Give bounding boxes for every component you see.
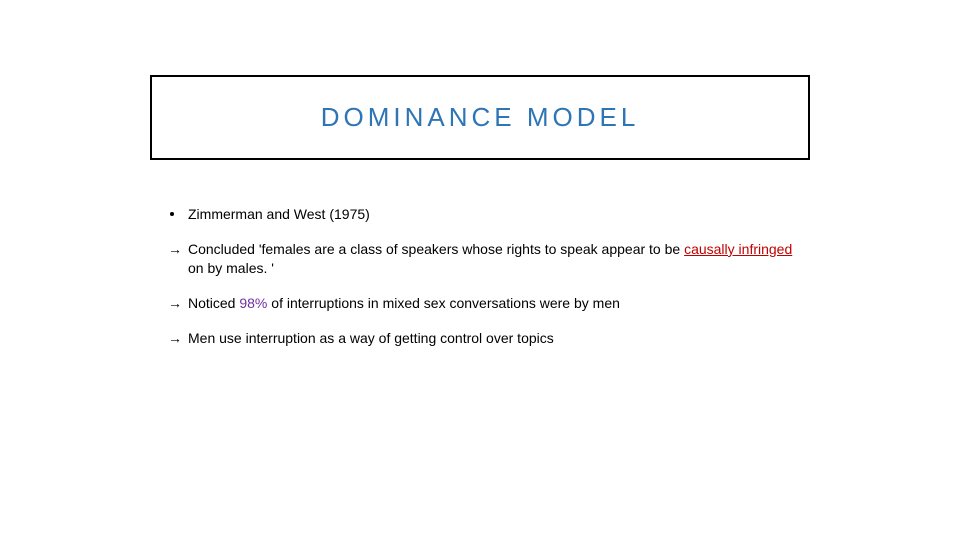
bullet-text: Men use interruption as a way of getting… [188, 329, 808, 348]
bullet-dot-icon [168, 205, 188, 224]
bullet-row: → Men use interruption as a way of getti… [168, 329, 808, 348]
text-segment: Noticed [188, 295, 239, 311]
slide-title: DOMINANCE MODEL [321, 102, 640, 133]
text-segment: on by males. ' [188, 260, 274, 276]
slide-body: Zimmerman and West (1975) → Concluded 'f… [168, 205, 808, 363]
text-segment-highlight: causally infringed [684, 241, 792, 257]
text-segment: of interruptions in mixed sex conversati… [271, 295, 620, 311]
text-segment: Men use interruption as a way of getting… [188, 330, 554, 346]
bullet-row: → Concluded 'females are a class of spea… [168, 240, 808, 278]
bullet-text: Concluded 'females are a class of speake… [188, 240, 808, 278]
title-box: DOMINANCE MODEL [150, 75, 810, 160]
bullet-row: Zimmerman and West (1975) [168, 205, 808, 224]
bullet-row: → Noticed 98% of interruptions in mixed … [168, 294, 808, 313]
slide: DOMINANCE MODEL Zimmerman and West (1975… [0, 0, 960, 540]
arrow-icon: → [168, 329, 188, 348]
text-segment-highlight: 98% [239, 295, 271, 311]
bullet-text: Noticed 98% of interruptions in mixed se… [188, 294, 808, 313]
text-segment: Zimmerman and West (1975) [188, 206, 370, 222]
text-segment: Concluded 'females are a class of speake… [188, 241, 684, 257]
arrow-icon: → [168, 294, 188, 313]
bullet-text: Zimmerman and West (1975) [188, 205, 808, 224]
arrow-icon: → [168, 240, 188, 278]
